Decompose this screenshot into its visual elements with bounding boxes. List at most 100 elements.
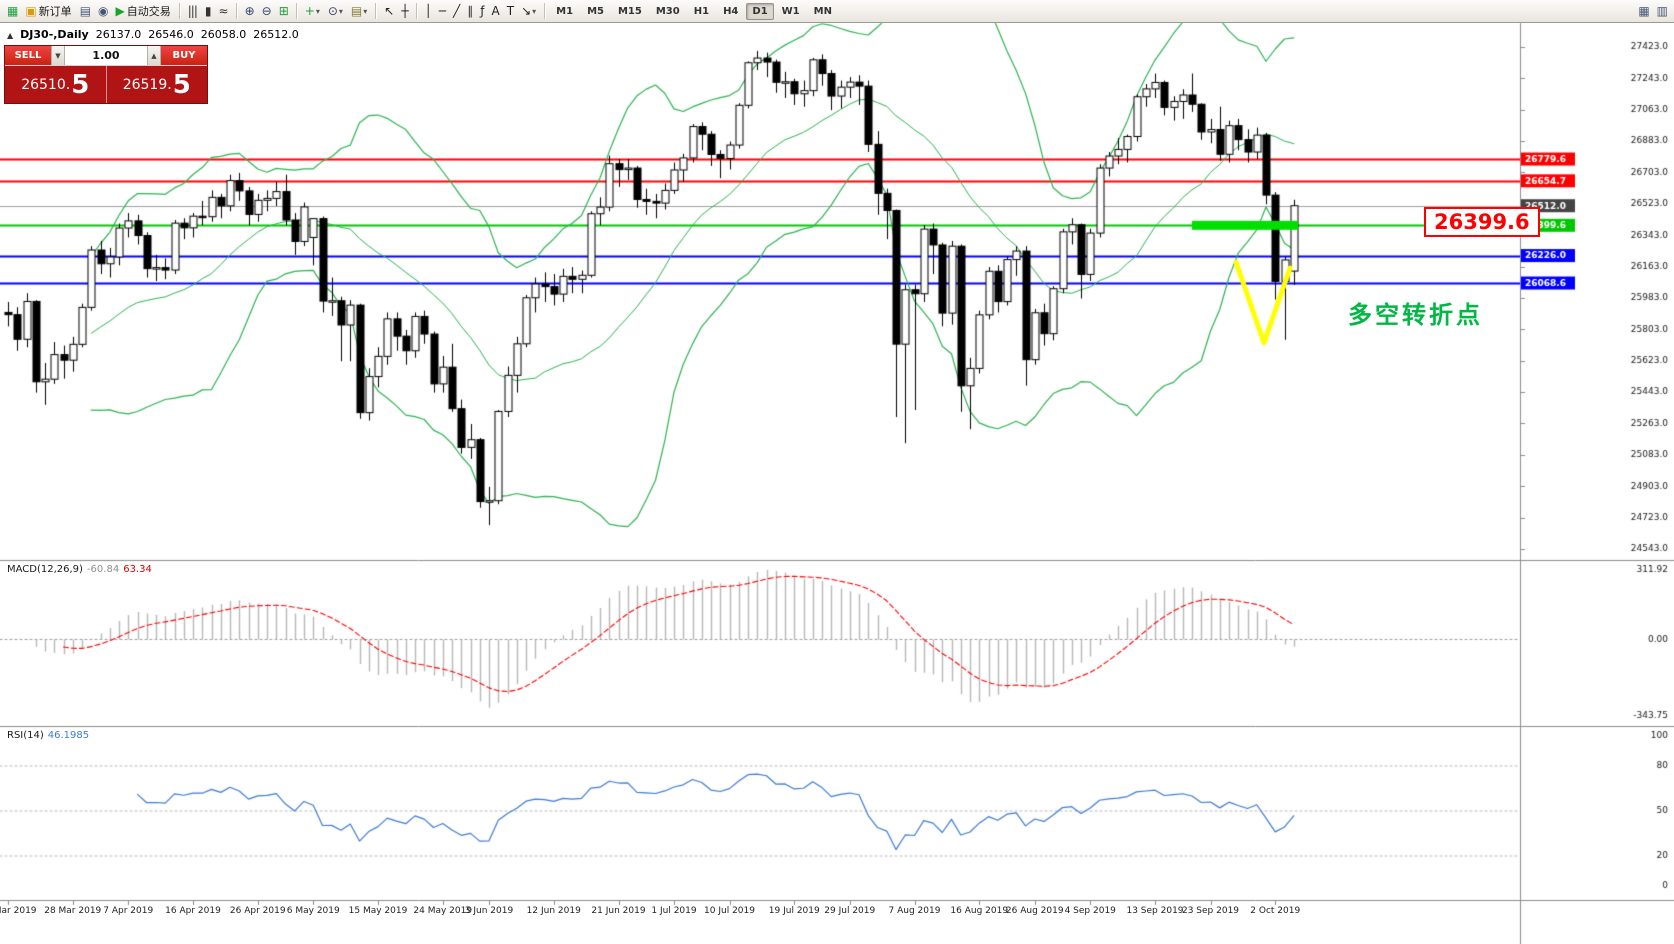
timeframe-m5[interactable]: M5 — [587, 5, 604, 17]
text-icon[interactable]: A — [488, 1, 503, 22]
zoom-out-icon-glyph: ⊖ — [261, 4, 272, 18]
buy-price: 26519. — [122, 76, 172, 93]
date-label: 2 Oct 2019 — [1250, 906, 1301, 916]
timeframe-m1[interactable]: M1 — [556, 5, 574, 17]
date-label: 21 Jun 2019 — [591, 906, 646, 916]
timeframe-h4[interactable]: H4 — [723, 5, 739, 17]
date-label: 29 Jul 2019 — [824, 906, 876, 916]
timeframe-mn[interactable]: MN — [813, 5, 832, 17]
terminal-icon[interactable]: ▦ — [3, 1, 21, 22]
bar-chart-icon[interactable]: ||| — [184, 1, 201, 22]
buy-price-button[interactable]: 26519. 5 — [106, 66, 207, 103]
bar-chart-icon-glyph: ||| — [187, 4, 198, 18]
date-label: 7 Aug 2019 — [888, 906, 941, 916]
vertical-line-icon[interactable]: │ — [421, 1, 435, 22]
volume-up-button[interactable]: ▲ — [147, 46, 161, 65]
zoom-in-icon[interactable]: ⊕ — [241, 1, 258, 22]
window-grid-icon[interactable]: ▦ — [1634, 1, 1652, 22]
date-label: 24 May 2019 — [413, 906, 473, 916]
arrows-button[interactable]: ↘ ▾ — [517, 1, 540, 22]
terminal-icon-glyph: ▦ — [7, 4, 18, 18]
label-icon[interactable]: T — [503, 1, 517, 22]
indicators-button-dropdown-arrow: ▾ — [315, 6, 320, 16]
date-label: 15 May 2019 — [348, 906, 408, 916]
timeframe-w1[interactable]: W1 — [781, 5, 800, 17]
cursor-icon-glyph: ↖ — [384, 4, 394, 18]
timeframe-d1[interactable]: D1 — [746, 2, 774, 20]
turning-point-annotation[interactable]: 多空转折点 — [1348, 301, 1483, 329]
cursor-icon[interactable]: ↖ — [380, 1, 397, 22]
toolbar-timeframes-group: M1 M5 M15 M30 H1 H4 D1 W1 MN — [549, 2, 839, 20]
templates-button[interactable]: ▤ ▾ — [347, 1, 371, 22]
toolbar-separator — [295, 3, 297, 19]
text-icon-glyph: A — [491, 4, 500, 18]
rsi-value: 46.1985 — [47, 730, 90, 741]
alerts-icon[interactable]: ◉ — [94, 1, 111, 22]
price-callout-label[interactable]: 26399.6 — [1424, 207, 1540, 237]
volume-input[interactable] — [65, 46, 147, 65]
horizontal-line-icon-glyph: ─ — [438, 4, 446, 18]
buy-button[interactable]: BUY — [161, 46, 207, 65]
toolbar-main-group: ▦ ▣ 新订单 ▤ ◉ ▶ 自动交易 ||| ▮ ≈ ⊕ ⊖ ⊞ + ▾ ⊙ ▾ ▤ ▾ ↖ ┼ │ ─ ╱ ∥ ƒ A T ↘ ▾ — [3, 1, 549, 22]
chart-open-value: 26137.0 — [95, 28, 142, 41]
line-chart-icon[interactable]: ≈ — [215, 1, 232, 22]
chart-window-icon[interactable]: ▤ — [76, 1, 94, 22]
channel-icon-glyph: ∥ — [467, 4, 473, 18]
volume-down-button[interactable]: ▼ — [51, 46, 65, 65]
periods-button[interactable]: ⊙ ▾ — [324, 1, 347, 22]
tile-windows-icon-glyph: ⊞ — [278, 4, 289, 18]
trendline-icon[interactable]: ╱ — [449, 1, 463, 22]
toolbar-right-group: ▦ ▥ — [1634, 1, 1671, 22]
horizontal-line-icon[interactable]: ─ — [435, 1, 449, 22]
window-list-icon[interactable]: ▥ — [1653, 1, 1671, 22]
date-label: 13 Sep 2019 — [1126, 906, 1184, 916]
chart-window-icon-glyph: ▤ — [79, 4, 91, 18]
sell-price: 26510. — [21, 76, 71, 93]
date-label: 28 Mar 2019 — [44, 906, 102, 916]
date-label: 19 Jul 2019 — [768, 906, 820, 916]
date-label: 10 Jul 2019 — [704, 906, 755, 916]
window-grid-icon-glyph: ▦ — [1638, 4, 1649, 18]
new-order-button-label: 新订单 — [38, 5, 72, 18]
candlestick-chart-icon[interactable]: ▮ — [201, 1, 215, 22]
channel-icon[interactable]: ∥ — [463, 1, 476, 22]
toolbar-separator — [375, 3, 377, 19]
date-label: 16 Apr 2019 — [165, 906, 221, 916]
date-label: 26 Aug 2019 — [1005, 906, 1064, 916]
chart-header: ▲ DJ30-,Daily 26137.0 26546.0 26058.0 26… — [7, 28, 299, 41]
indicators-button[interactable]: + ▾ — [301, 1, 324, 22]
periods-button-dropdown-arrow: ▾ — [338, 6, 343, 16]
zoom-out-icon[interactable]: ⊖ — [258, 1, 275, 22]
new-order-button[interactable]: ▣ 新订单 — [21, 1, 75, 22]
window-list-icon-glyph: ▥ — [1656, 4, 1668, 18]
fibonacci-icon[interactable]: ƒ — [476, 1, 487, 22]
toolbar-separator — [178, 3, 180, 19]
date-label: 16 Aug 2019 — [950, 906, 1009, 916]
timeframe-h1[interactable]: H1 — [693, 5, 710, 17]
chart-low-value: 26058.0 — [200, 28, 247, 41]
tile-windows-icon[interactable]: ⊞ — [275, 1, 292, 22]
candlestick-chart-icon-glyph: ▮ — [204, 4, 212, 18]
line-chart-icon-glyph: ≈ — [218, 4, 229, 18]
fibonacci-icon-glyph: ƒ — [480, 4, 484, 18]
zoom-in-icon-glyph: ⊕ — [244, 4, 255, 18]
macd-panel-label: MACD(12,26,9) -60.84 63.34 — [7, 564, 152, 575]
sell-price-button[interactable]: 26510. 5 — [5, 66, 107, 103]
date-label: 12 Jun 2019 — [526, 906, 581, 916]
autotrading-button-label: 自动交易 — [126, 5, 171, 18]
timeframe-m30[interactable]: M30 — [655, 5, 680, 17]
timeframe-m15[interactable]: M15 — [617, 5, 642, 17]
macd-signal-value: 63.34 — [123, 564, 152, 575]
new-order-glyph: ▣ — [25, 4, 36, 18]
autotrading-button[interactable]: ▶ 自动交易 — [112, 1, 175, 22]
chart-high-value: 26546.0 — [148, 28, 194, 41]
order-widget-top-row: SELL ▼ ▲ BUY — [5, 46, 207, 66]
arrows-button-dropdown-arrow: ▾ — [532, 6, 537, 16]
arrows-glyph: ↘ — [521, 4, 531, 18]
sell-button[interactable]: SELL — [5, 46, 51, 65]
crosshair-icon[interactable]: ┼ — [397, 1, 411, 22]
templates-button-dropdown-arrow: ▾ — [363, 6, 368, 16]
vertical-line-icon-glyph: │ — [424, 4, 432, 18]
